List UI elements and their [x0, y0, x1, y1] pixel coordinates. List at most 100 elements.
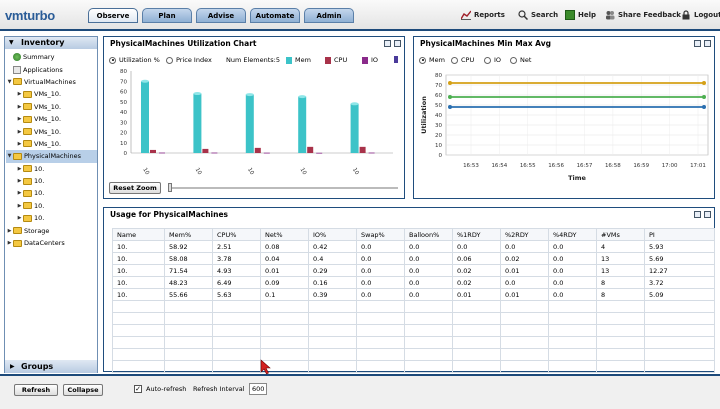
column-header[interactable]: Mem% [164, 228, 213, 241]
autorefresh-checkbox[interactable]: ✓ [134, 385, 142, 393]
column-header[interactable]: PI [644, 228, 715, 241]
expand-chevron-icon[interactable]: ▶ [10, 363, 15, 370]
expand-down-icon[interactable]: ▼ [7, 153, 12, 160]
groups-header[interactable]: ▶ Groups [5, 360, 97, 373]
bar-io[interactable] [316, 152, 323, 154]
cpu-radio[interactable]: CPU [451, 56, 474, 64]
tree-item[interactable]: ▶ VMs_10. [6, 138, 97, 150]
tree-item[interactable]: ▶ VMs_10. [6, 113, 97, 125]
tab-plan[interactable]: Plan [142, 8, 192, 23]
bar-io[interactable] [368, 152, 375, 154]
table-row[interactable]: 10. 71.54 4.93 0.01 0.29 0.0 0.0 0.02 0.01 0.0 13 1… [112, 264, 715, 277]
mem-radio[interactable]: Mem [419, 56, 445, 64]
expand-right-icon[interactable]: ▶ [17, 103, 22, 110]
bar-io[interactable] [211, 152, 218, 154]
expand-right-icon[interactable]: ▶ [17, 165, 22, 172]
maximize-icon[interactable] [704, 211, 711, 218]
zoom-slider-handle[interactable] [168, 183, 172, 192]
bar-cpu[interactable] [202, 148, 209, 153]
collapse-chevron-icon[interactable]: ▼ [9, 39, 14, 46]
column-header[interactable]: IO% [308, 228, 357, 241]
bar-cpu[interactable] [254, 147, 261, 153]
column-header[interactable]: %1RDY [452, 228, 501, 241]
zoom-slider-track[interactable] [168, 187, 398, 189]
tree-item[interactable]: ▼ PhysicalMachines [6, 150, 97, 163]
bar-cpu[interactable] [359, 146, 366, 153]
series-point[interactable] [702, 81, 706, 85]
table-row[interactable] [112, 300, 715, 313]
tab-advise[interactable]: Advise [196, 8, 246, 23]
tree-item[interactable]: ▶ VMs_10. [6, 88, 97, 100]
series-point[interactable] [702, 95, 706, 99]
tree-item[interactable]: ▶ 10. [6, 200, 97, 212]
series-point[interactable] [448, 81, 452, 85]
table-row[interactable]: 10. 58.92 2.51 0.08 0.42 0.0 0.0 0.0 0.0 0.0 4 5.93 [112, 240, 715, 253]
column-header[interactable]: Swap% [356, 228, 405, 241]
expand-right-icon[interactable]: ▶ [17, 91, 22, 98]
tree-item[interactable]: ▶ 10. [6, 187, 97, 199]
expand-right-icon[interactable]: ▶ [7, 227, 12, 234]
bar-io[interactable] [159, 152, 165, 154]
expand-right-icon[interactable]: ▶ [17, 116, 22, 123]
collapse-button[interactable]: Collapse [63, 384, 103, 396]
series-point[interactable] [448, 95, 452, 99]
bar-io[interactable] [263, 152, 270, 154]
column-header[interactable]: Net% [260, 228, 309, 241]
table-row[interactable] [112, 348, 715, 361]
maximize-icon[interactable] [394, 40, 401, 47]
tree-item[interactable]: ▶ 10. [6, 175, 97, 187]
tree-item[interactable]: ▶ VMs_10. [6, 101, 97, 113]
minmax-line-chart[interactable]: 0 10 20 30 40 50 60 70 80 16:53 16:54 16:55 16:56 16:… [416, 67, 712, 197]
search-link[interactable]: Search [518, 10, 558, 20]
column-header[interactable]: %2RDY [500, 228, 549, 241]
tree-item[interactable]: Applications [6, 63, 97, 75]
expand-right-icon[interactable]: ▶ [17, 202, 22, 209]
column-header[interactable]: #VMs [596, 228, 645, 241]
tree-item[interactable]: Summary [6, 51, 97, 63]
bar-mem[interactable] [141, 81, 149, 153]
table-row[interactable] [112, 336, 715, 349]
column-header[interactable]: %4RDY [548, 228, 597, 241]
bar-mem[interactable] [350, 103, 359, 153]
table-row[interactable]: 10. 48.23 6.49 0.09 0.16 0.0 0.0 0.02 0.0 0.0 8 3.7… [112, 276, 715, 289]
series-point[interactable] [448, 105, 452, 109]
expand-down-icon[interactable]: ▼ [7, 78, 12, 85]
tab-observe[interactable]: Observe [88, 8, 138, 23]
tree-item[interactable]: ▶ Storage [6, 224, 97, 236]
expand-right-icon[interactable]: ▶ [17, 128, 22, 135]
io-radio[interactable]: IO [484, 56, 501, 64]
bar-mem[interactable] [245, 94, 254, 153]
net-radio[interactable]: Net [510, 56, 531, 64]
dropdown-icon[interactable] [694, 40, 701, 47]
logout-link[interactable]: Logout [681, 10, 720, 20]
expand-right-icon[interactable]: ▶ [17, 140, 22, 147]
column-header[interactable]: Balloon% [404, 228, 453, 241]
share-feedback-link[interactable]: Share Feedback [605, 10, 681, 20]
column-header[interactable]: Name [112, 228, 165, 241]
table-row[interactable] [112, 324, 715, 337]
tree-item[interactable]: ▶ 10. [6, 163, 97, 175]
reset-zoom-button[interactable]: Reset Zoom [109, 182, 161, 194]
table-row[interactable]: 10. 58.08 3.78 0.04 0.4 0.0 0.0 0.06 0.02 0.0 13 5.… [112, 252, 715, 265]
inventory-header[interactable]: ▼ Inventory [5, 37, 97, 49]
table-row[interactable] [112, 312, 715, 325]
tab-admin[interactable]: Admin [304, 8, 354, 23]
utilization-bar-chart[interactable]: 0 10 20 30 40 50 60 70 80 10 10 10 10 10 [109, 67, 399, 177]
column-header[interactable]: CPU% [212, 228, 261, 241]
tree-item[interactable]: ▼ VirtualMachines [6, 76, 97, 88]
tree-item[interactable]: ▶ DataCenters [6, 237, 97, 249]
expand-right-icon[interactable]: ▶ [17, 215, 22, 222]
refresh-interval-input[interactable]: 600 [249, 383, 267, 395]
refresh-button[interactable]: Refresh [14, 384, 58, 396]
dropdown-icon[interactable] [694, 211, 701, 218]
bar-mem[interactable] [298, 96, 307, 153]
tree-item[interactable]: ▶ 10. [6, 212, 97, 224]
tree-item[interactable]: ▶ VMs_10. [6, 125, 97, 137]
table-row[interactable]: 10. 55.66 5.63 0.1 0.39 0.0 0.0 0.01 0.01 0.0 8 5.0… [112, 288, 715, 301]
utilization-radio[interactable]: Utilization % [109, 56, 160, 64]
dropdown-icon[interactable] [384, 40, 391, 47]
tab-automate[interactable]: Automate [250, 8, 300, 23]
reports-link[interactable]: Reports [461, 10, 505, 20]
help-link[interactable]: Help [565, 10, 596, 20]
table-row[interactable] [112, 360, 715, 373]
